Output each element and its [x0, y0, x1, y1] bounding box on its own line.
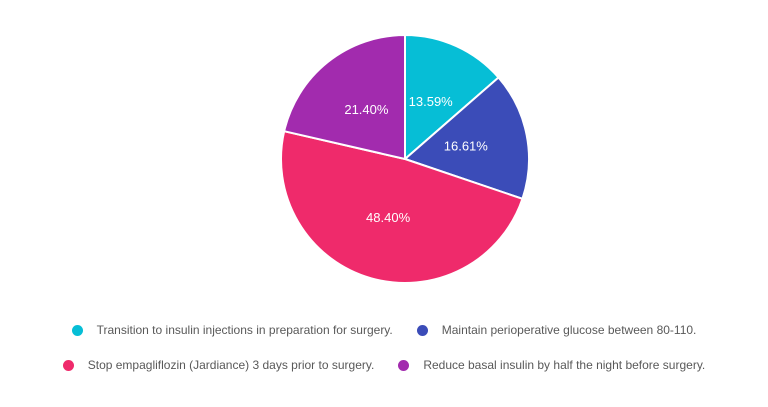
pie-slice-value-label-2: 48.40%	[366, 210, 411, 225]
legend-label: Stop empagliflozin (Jardiance) 3 days pr…	[87, 358, 375, 372]
legend-marker-icon	[62, 359, 74, 371]
legend-item-3[interactable]: Reduce basal insulin by half the night b…	[398, 356, 705, 374]
legend-marker-icon	[416, 324, 428, 336]
legend-label: Transition to insulin injections in prep…	[96, 323, 393, 337]
legend-item-2[interactable]: Stop empagliflozin (Jardiance) 3 days pr…	[62, 356, 375, 374]
pie-slice-2[interactable]	[280, 130, 524, 284]
pie-slice-0[interactable]	[404, 34, 500, 160]
chart-legend: Transition to insulin injections in prep…	[0, 321, 768, 391]
legend-label: Maintain perioperative glucose between 8…	[441, 323, 697, 337]
pie-slice-value-label-3: 21.40%	[344, 102, 389, 117]
pie-slice-value-label-1: 16.61%	[444, 138, 489, 153]
legend-item-0[interactable]: Transition to insulin injections in prep…	[71, 321, 393, 339]
pie-chart: 13.59% 16.61% 48.40% 21.40%	[280, 34, 530, 284]
legend-marker-icon	[71, 324, 83, 336]
legend-item-1[interactable]: Maintain perioperative glucose between 8…	[416, 321, 697, 339]
legend-label: Reduce basal insulin by half the night b…	[423, 358, 706, 372]
pie-slice-value-label-0: 13.59%	[409, 94, 454, 109]
pie-slice-3[interactable]	[283, 34, 406, 160]
legend-marker-icon	[398, 359, 410, 371]
